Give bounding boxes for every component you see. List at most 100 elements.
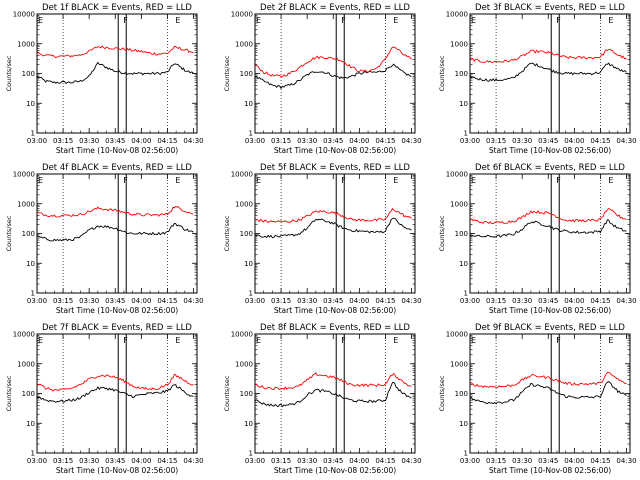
- x-tick-label: 03:30: [512, 137, 532, 145]
- y-tick-label: 1000: [17, 40, 35, 48]
- series-line-events: [469, 219, 627, 238]
- marker-label: E: [608, 16, 613, 25]
- y-tick-label: 10000: [231, 331, 253, 339]
- panel-title: Det 7f BLACK = Events, RED = LLD: [42, 323, 192, 333]
- y-tick-label: 100: [455, 230, 468, 238]
- series-line-lld: [469, 207, 627, 225]
- marker-label: F: [556, 176, 561, 185]
- x-tick-label: 03:00: [27, 457, 47, 465]
- x-axis-label: Start Time (10-Nov-08 02:56:00): [489, 306, 611, 315]
- x-tick-label: 03:15: [271, 457, 291, 465]
- series-line-lld: [470, 48, 627, 63]
- marker-label: E: [38, 16, 43, 25]
- y-tick-label: 1000: [235, 360, 253, 368]
- marker-label: E: [608, 176, 613, 185]
- x-tick-label: 03:30: [512, 457, 532, 465]
- y-tick-label: 100: [240, 230, 253, 238]
- y-tick-label: 10000: [446, 331, 468, 339]
- x-tick-label: 04:30: [616, 297, 636, 305]
- y-tick-label: 1000: [235, 40, 253, 48]
- chart-panel-8: Det 8f BLACK = Events, RED = LLD Counts/s…: [223, 323, 422, 475]
- y-tick-label: 10: [459, 420, 468, 428]
- y-tick-label: 10: [459, 100, 468, 108]
- x-tick-label: 04:30: [183, 137, 203, 145]
- y-tick-label: 1: [464, 290, 468, 298]
- y-tick-label: 10: [26, 420, 35, 428]
- x-tick-label: 04:30: [401, 457, 421, 465]
- marker-label: E: [256, 16, 261, 25]
- plot-frame: [469, 333, 631, 454]
- y-tick-label: 1: [249, 290, 253, 298]
- y-tick-label: 10: [244, 100, 253, 108]
- x-tick-label: 03:45: [538, 297, 558, 305]
- x-tick-label: 03:15: [53, 457, 73, 465]
- panel-title: Det 3f BLACK = Events, RED = LLD: [475, 3, 625, 13]
- series-line-events: [254, 382, 412, 408]
- x-tick-label: 03:30: [79, 297, 99, 305]
- x-tick-label: 03:00: [460, 297, 480, 305]
- plot-frame: [254, 13, 416, 134]
- y-tick-label: 1000: [235, 200, 253, 208]
- marker-label: E: [471, 176, 476, 185]
- x-tick-label: 03:45: [105, 457, 125, 465]
- x-tick-label: 04:15: [157, 297, 177, 305]
- series-line-lld: [254, 207, 412, 223]
- y-tick-label: 10: [459, 260, 468, 268]
- marker-label: F: [341, 16, 346, 25]
- panel-title: Det 5f BLACK = Events, RED = LLD: [260, 163, 410, 173]
- marker-label: E: [256, 336, 261, 345]
- x-tick-label: 03:00: [27, 297, 47, 305]
- x-tick-label: 03:45: [323, 457, 343, 465]
- x-tick-label: 04:15: [157, 137, 177, 145]
- x-tick-label: 04:30: [616, 137, 636, 145]
- x-tick-label: 04:00: [349, 297, 369, 305]
- y-tick-label: 10000: [13, 331, 35, 339]
- y-tick-label: 10: [244, 420, 253, 428]
- marker-label: E: [393, 16, 398, 25]
- marker-label: E: [471, 336, 476, 345]
- x-tick-label: 03:30: [79, 457, 99, 465]
- y-axis-label: Counts/sec: [5, 375, 13, 411]
- x-tick-label: 03:15: [53, 297, 73, 305]
- y-tick-label: 10: [26, 260, 35, 268]
- panel-title: Det 1f BLACK = Events, RED = LLD: [42, 3, 192, 13]
- chart-panel-1: Det 1f BLACK = Events, RED = LLD Counts/s…: [5, 3, 204, 155]
- x-axis-label: Start Time (10-Nov-08 02:56:00): [56, 146, 178, 155]
- marker-label: E: [38, 176, 43, 185]
- marker-label: F: [556, 16, 561, 25]
- series-line-lld: [469, 371, 627, 389]
- y-axis-label: Counts/sec: [5, 215, 13, 251]
- y-tick-label: 1: [31, 130, 35, 138]
- x-tick-label: 03:15: [486, 137, 506, 145]
- chart-panel-5: Det 5f BLACK = Events, RED = LLD Counts/s…: [223, 163, 422, 315]
- marker-label: F: [556, 336, 561, 345]
- y-tick-label: 1: [464, 130, 468, 138]
- series-line-lld: [254, 372, 412, 391]
- x-tick-label: 04:15: [157, 457, 177, 465]
- marker-label: F: [341, 176, 346, 185]
- x-tick-label: 04:00: [131, 457, 151, 465]
- y-tick-label: 1: [249, 450, 253, 458]
- x-tick-label: 03:30: [297, 137, 317, 145]
- x-tick-label: 03:45: [538, 457, 558, 465]
- panel-title: Det 6f BLACK = Events, RED = LLD: [475, 163, 625, 173]
- x-axis-label: Start Time (10-Nov-08 02:56:00): [489, 146, 611, 155]
- y-axis-label: Counts/sec: [438, 375, 446, 411]
- x-tick-label: 03:30: [297, 457, 317, 465]
- x-tick-label: 03:15: [53, 137, 73, 145]
- x-tick-label: 04:30: [183, 297, 203, 305]
- series-line-events: [469, 62, 627, 82]
- plot-frame: [254, 333, 416, 454]
- x-tick-label: 03:00: [460, 457, 480, 465]
- y-axis-label: Counts/sec: [438, 215, 446, 251]
- y-axis-label: Counts/sec: [223, 375, 231, 411]
- x-tick-label: 04:15: [375, 297, 395, 305]
- y-axis-label: Counts/sec: [223, 215, 231, 251]
- x-tick-label: 04:15: [590, 297, 610, 305]
- x-tick-label: 04:30: [401, 137, 421, 145]
- plot-frame: [36, 333, 198, 454]
- marker-label: F: [341, 336, 346, 345]
- x-tick-label: 03:45: [323, 137, 343, 145]
- x-tick-label: 03:45: [105, 137, 125, 145]
- plot-frame: [469, 173, 631, 294]
